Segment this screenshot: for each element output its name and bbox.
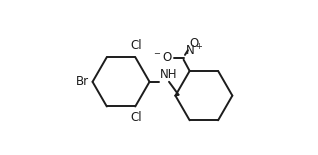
Text: N$^+$: N$^+$ [185, 44, 204, 59]
Text: NH: NH [160, 68, 177, 81]
Text: Br: Br [76, 75, 89, 88]
Text: O: O [189, 37, 198, 50]
Text: Cl: Cl [130, 111, 142, 124]
Text: $^-$O: $^-$O [152, 51, 173, 64]
Text: Cl: Cl [130, 39, 142, 52]
